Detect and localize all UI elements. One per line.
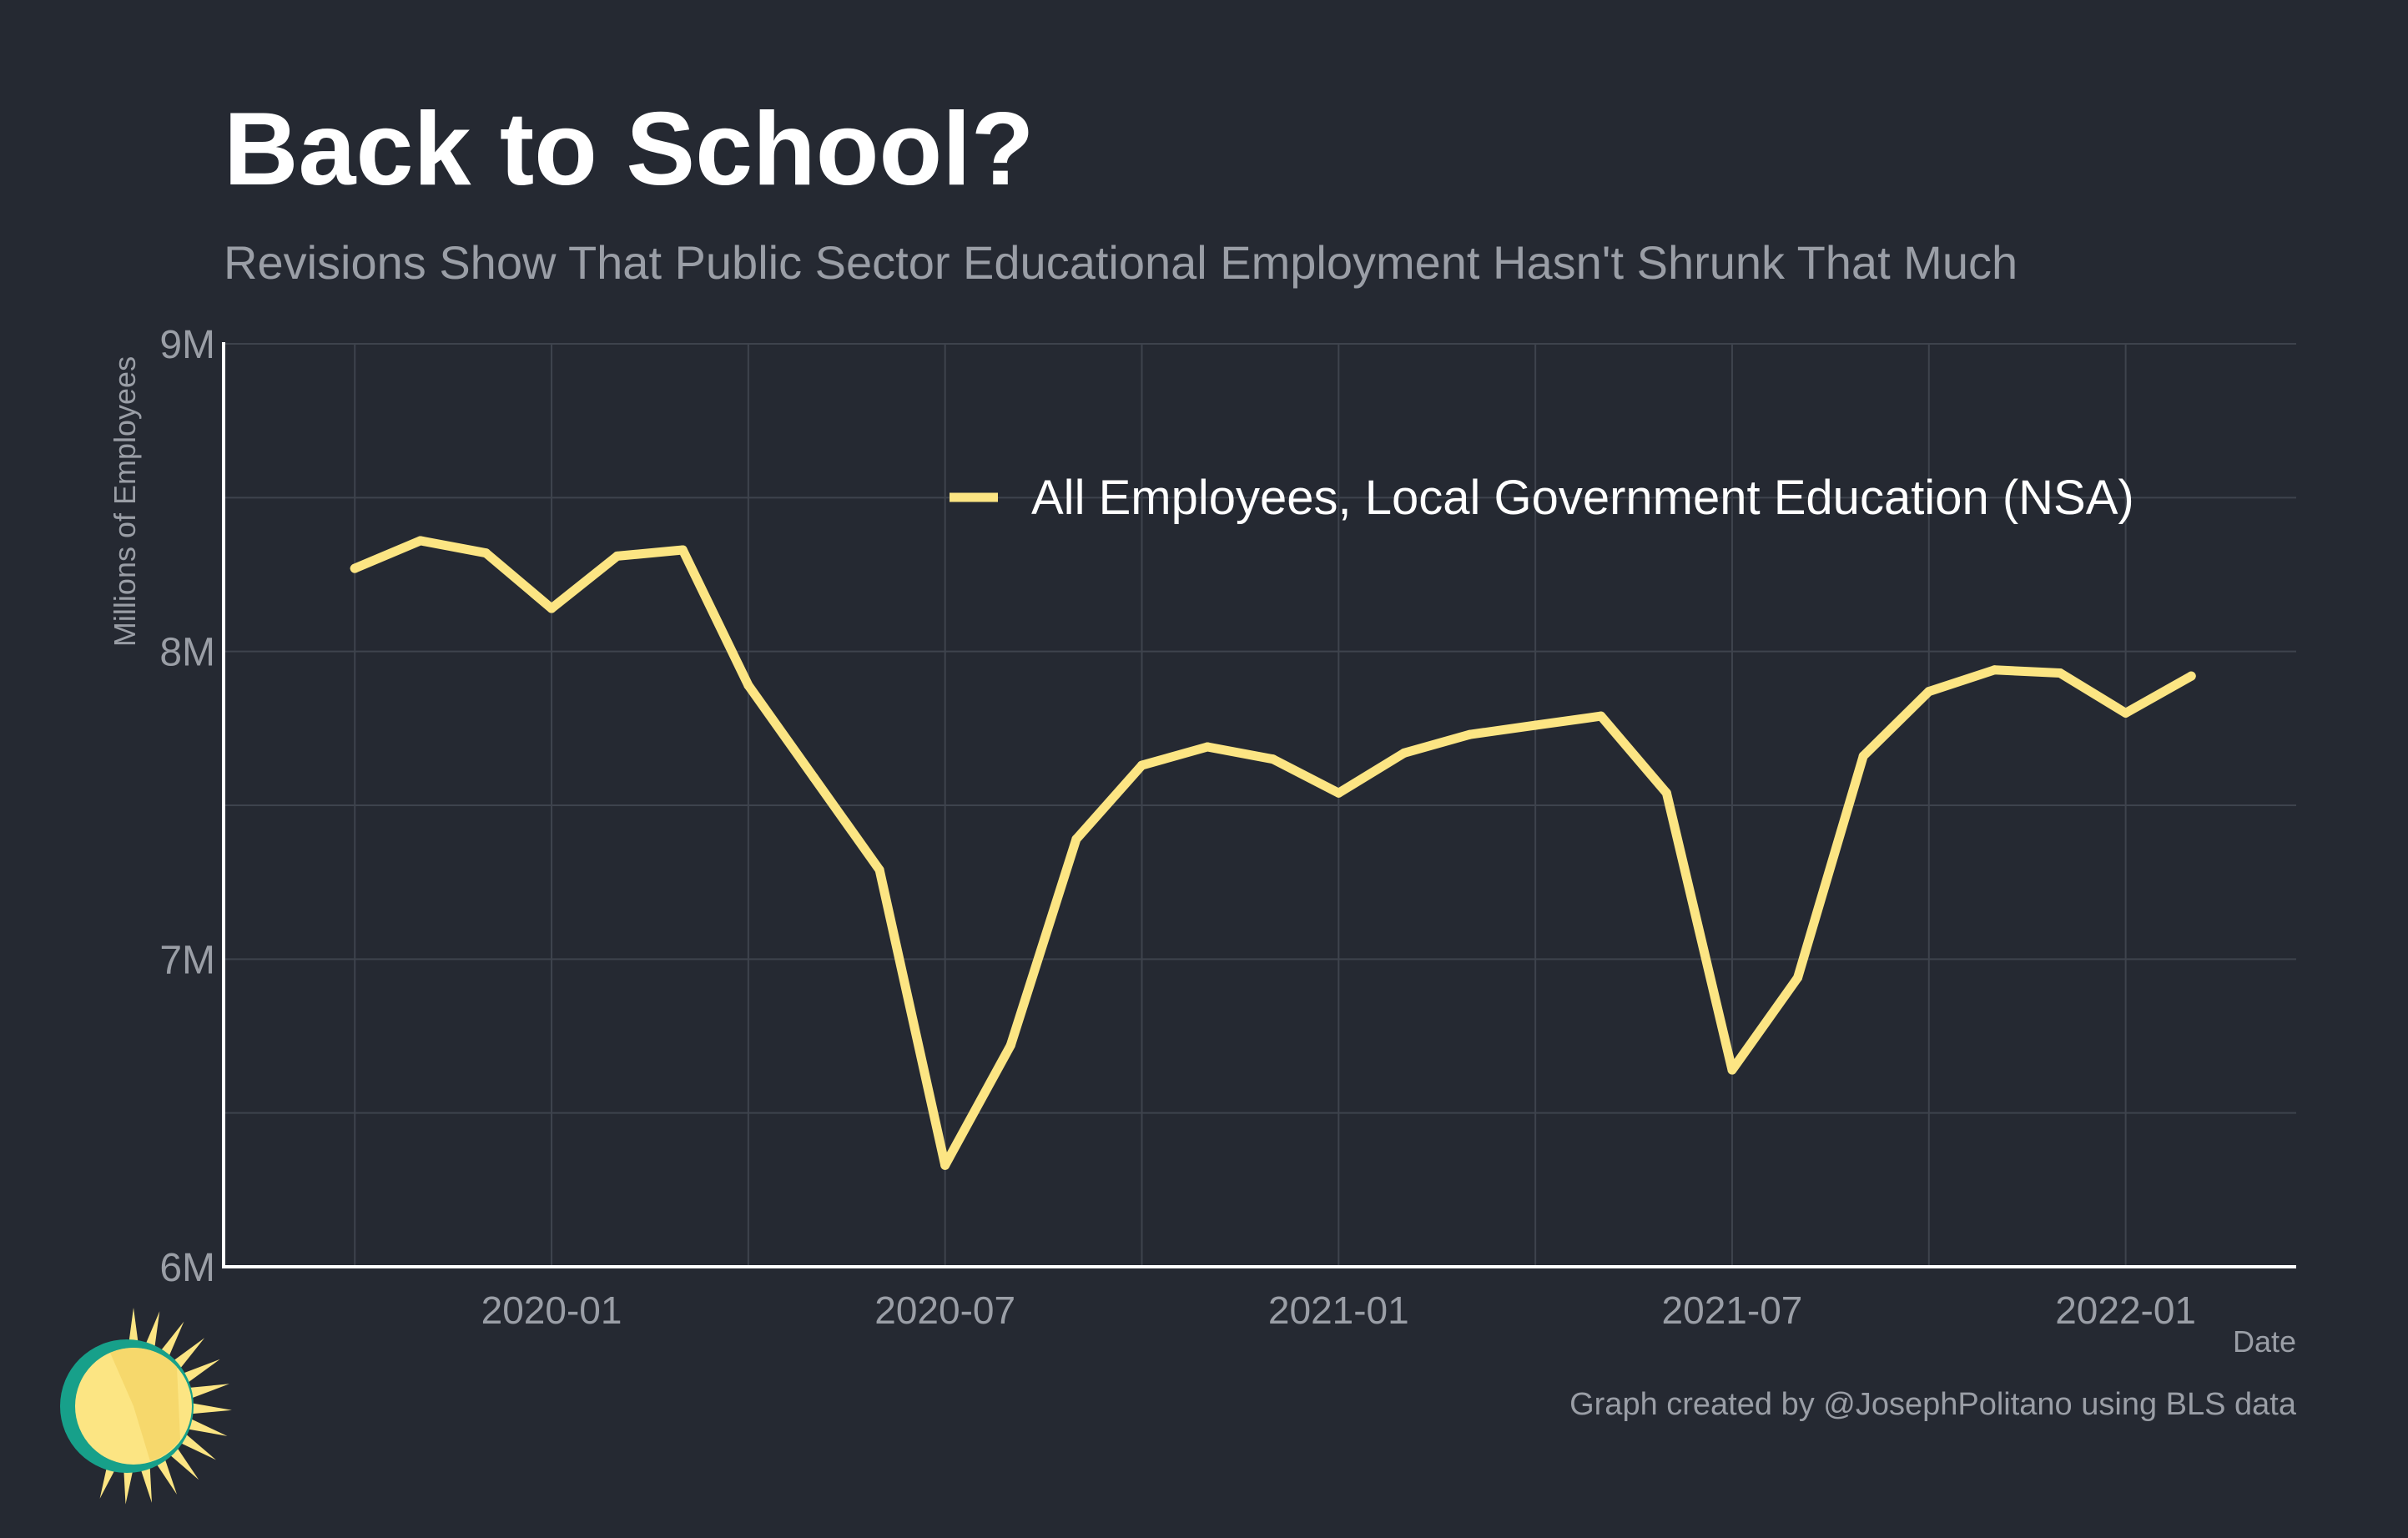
data-point <box>1924 687 1934 697</box>
data-point <box>874 865 884 875</box>
data-point <box>2121 708 2131 718</box>
chart-subtitle: Revisions Show That Public Sector Educat… <box>224 236 2018 289</box>
data-point <box>1005 1041 1015 1051</box>
y-axis-title: Millions of Employees <box>108 356 142 647</box>
data-point <box>612 551 622 561</box>
data-point <box>1268 754 1278 764</box>
data-point <box>1596 711 1606 721</box>
data-point <box>1202 742 1212 752</box>
axes: 6M 7M 8M 9M 2020-01 2020-07 2021-01 2021-07 2022… <box>108 323 2296 1359</box>
data-point <box>1530 720 1540 730</box>
data-point <box>1727 1065 1737 1075</box>
y-tick-label: 6M <box>159 1246 215 1290</box>
data-point <box>1661 788 1671 798</box>
series-line <box>350 536 2196 1170</box>
sun-logo-icon <box>60 1308 232 1505</box>
legend-label: All Employees, Local Government Educatio… <box>1031 471 2134 525</box>
data-point <box>1989 665 1999 675</box>
legend: All Employees, Local Government Educatio… <box>950 471 2134 525</box>
data-point <box>1333 788 1343 798</box>
y-tick-label: 7M <box>159 938 215 982</box>
y-tick-label: 9M <box>159 323 215 367</box>
data-point <box>743 680 753 690</box>
data-point <box>1399 748 1409 758</box>
x-tick-label: 2022-01 <box>2055 1288 2196 1332</box>
x-tick-label: 2021-07 <box>1662 1288 1803 1332</box>
series-layer <box>350 536 2196 1170</box>
data-point <box>547 603 557 613</box>
data-point <box>2055 668 2065 678</box>
data-point <box>2186 671 2196 681</box>
data-point <box>481 548 491 558</box>
data-point <box>1793 972 1803 982</box>
data-point <box>1858 751 1868 761</box>
data-point <box>809 773 819 783</box>
data-point <box>416 536 426 546</box>
data-point <box>678 545 688 555</box>
data-point <box>940 1160 950 1170</box>
x-tick-label: 2021-01 <box>1268 1288 1409 1332</box>
x-tick-label: 2020-01 <box>481 1288 622 1332</box>
gridlines <box>224 343 2296 1267</box>
data-point <box>1137 760 1147 770</box>
data-point <box>1465 729 1475 739</box>
sun-ray <box>181 1401 232 1415</box>
y-tick-label: 8M <box>159 631 215 675</box>
chart-title: Back to School? <box>224 92 1035 207</box>
source-note: Graph created by @JosephPolitano using B… <box>1569 1387 2296 1422</box>
data-point <box>350 563 360 573</box>
x-tick-label: 2020-07 <box>874 1288 1015 1332</box>
x-axis-title: Date <box>2233 1324 2296 1359</box>
data-point <box>1071 835 1081 845</box>
